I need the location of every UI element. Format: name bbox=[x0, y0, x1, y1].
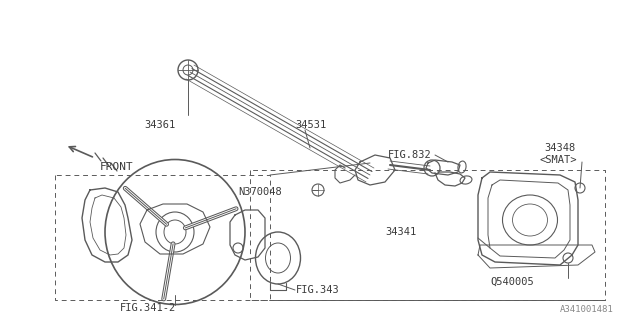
Text: N370048: N370048 bbox=[238, 187, 282, 197]
Text: 34361: 34361 bbox=[145, 120, 175, 130]
Text: FRONT: FRONT bbox=[100, 162, 134, 172]
Text: A341001481: A341001481 bbox=[560, 305, 614, 314]
Text: 34531: 34531 bbox=[295, 120, 326, 130]
Text: FIG.343: FIG.343 bbox=[296, 285, 340, 295]
Text: FIG.341-2: FIG.341-2 bbox=[120, 303, 176, 313]
Text: Q540005: Q540005 bbox=[490, 277, 534, 287]
Text: FIG.832: FIG.832 bbox=[388, 150, 432, 160]
Text: <SMAT>: <SMAT> bbox=[540, 155, 577, 165]
Text: 34348: 34348 bbox=[545, 143, 575, 153]
Text: 34341: 34341 bbox=[385, 227, 416, 237]
